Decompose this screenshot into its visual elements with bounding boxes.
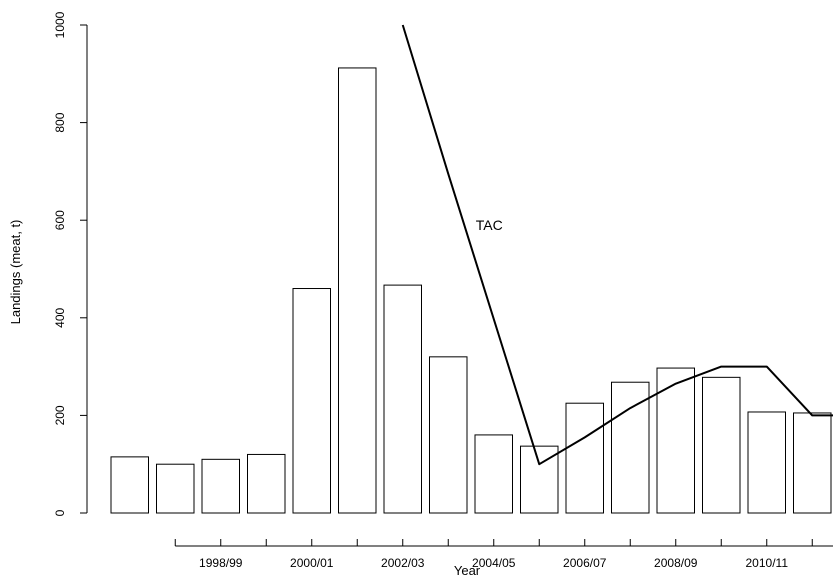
bar-2009-10 bbox=[702, 376, 741, 514]
bar-1997-98 bbox=[156, 463, 195, 514]
x-axis-title: Year bbox=[454, 563, 481, 577]
bar-2000-01 bbox=[292, 288, 331, 514]
bar-2010-11 bbox=[747, 411, 786, 514]
x-tick-label: 2010/11 bbox=[746, 556, 789, 570]
x-tick-label: 2006/07 bbox=[563, 556, 607, 570]
x-tick-label: 2008/09 bbox=[654, 556, 698, 570]
y-tick-label: 600 bbox=[53, 210, 67, 230]
tac-annotation: TAC bbox=[476, 217, 503, 233]
y-tick-label: 400 bbox=[53, 307, 67, 327]
y-tick-label: 200 bbox=[53, 405, 67, 425]
bar-2004-05 bbox=[474, 434, 513, 514]
bar-1996-97 bbox=[110, 456, 149, 514]
bar-2008-09 bbox=[656, 367, 695, 514]
bar-2002-03 bbox=[383, 284, 422, 514]
x-tick-label: 2002/03 bbox=[381, 556, 425, 570]
bar-1998-99 bbox=[201, 458, 240, 514]
tac-line-layer bbox=[401, 24, 833, 466]
bar-1999-00 bbox=[247, 453, 286, 514]
bars-layer bbox=[110, 67, 832, 514]
bar-2006-07 bbox=[565, 402, 604, 514]
y-tick-label: 800 bbox=[53, 112, 67, 132]
y-axis-title: Landings (meat, t) bbox=[8, 220, 23, 325]
bar-2001-02 bbox=[338, 67, 377, 514]
bar-2007-08 bbox=[611, 381, 650, 514]
x-axis: 1998/99 2000/01 2002/03 2004/05 2006/07 2008/… bbox=[174, 539, 833, 570]
y-tick-label: 0 bbox=[53, 509, 67, 516]
y-tick-label: 1000 bbox=[53, 11, 67, 38]
bar-2003-04 bbox=[429, 356, 468, 514]
bar-2011-12 bbox=[793, 412, 832, 514]
y-axis: 0 200 400 600 800 1000 bbox=[53, 11, 88, 516]
tac-line bbox=[401, 24, 833, 466]
x-tick-label: 2004/05 bbox=[472, 556, 516, 570]
x-tick-label: 2000/01 bbox=[290, 556, 334, 570]
x-tick-label: 1998/99 bbox=[199, 556, 243, 570]
